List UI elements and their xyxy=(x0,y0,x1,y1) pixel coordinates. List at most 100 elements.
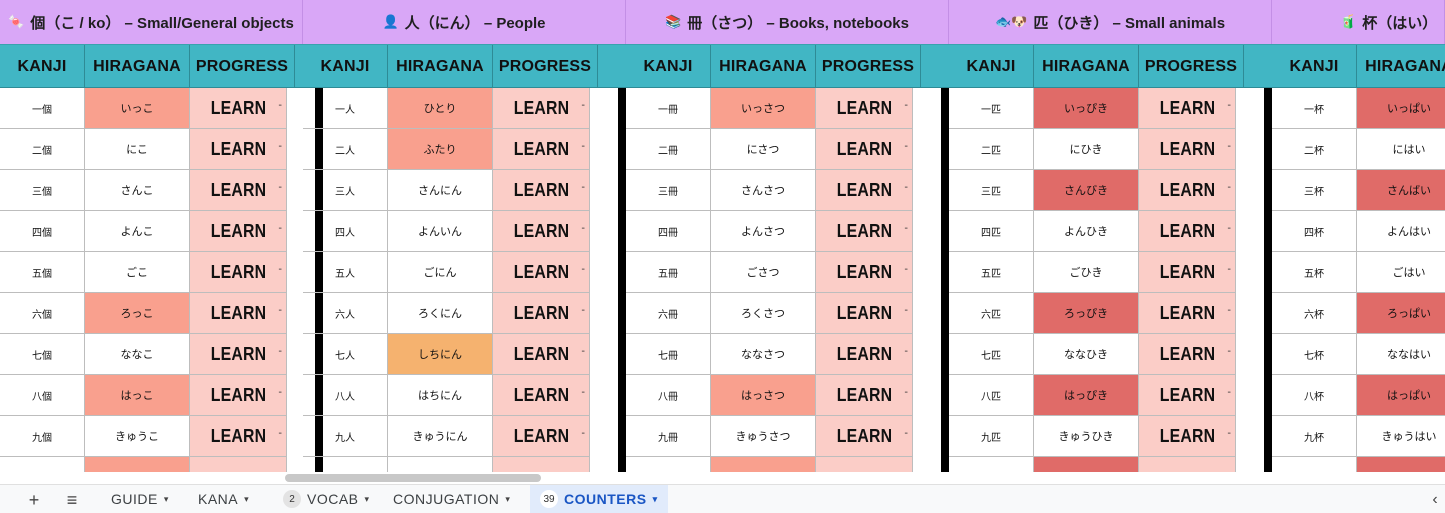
chevron-down-icon[interactable]: ▾ xyxy=(163,493,169,504)
hiragana-cell[interactable]: ごひき xyxy=(1034,252,1139,293)
kanji-cell[interactable]: 二個 xyxy=(0,129,85,170)
kanji-cell[interactable]: 三人 xyxy=(303,170,388,211)
kanji-cell[interactable]: 六冊 xyxy=(626,293,711,334)
hiragana-cell[interactable]: ななはい xyxy=(1357,334,1445,375)
kanji-cell[interactable]: 一人 xyxy=(303,88,388,129)
column-header-kanji[interactable]: KANJI xyxy=(626,45,711,88)
progress-dropdown[interactable]: LEARN - xyxy=(493,170,590,211)
column-header-kanji[interactable]: KANJI xyxy=(303,45,388,88)
progress-dropdown[interactable]: LEARN - xyxy=(190,293,287,334)
kanji-cell[interactable]: 四冊 xyxy=(626,211,711,252)
hiragana-cell[interactable] xyxy=(85,457,190,472)
hiragana-cell[interactable]: ななこ xyxy=(85,334,190,375)
progress-dropdown[interactable]: LEARN - xyxy=(816,170,913,211)
progress-dropdown[interactable]: LEARN - xyxy=(1139,293,1236,334)
progress-dropdown[interactable]: LEARN - xyxy=(1139,252,1236,293)
progress-dropdown[interactable]: LEARN - xyxy=(493,129,590,170)
kanji-cell[interactable]: 六人 xyxy=(303,293,388,334)
column-header-hiragana[interactable]: HIRAGANA xyxy=(711,45,816,88)
scroll-tabs-left-button[interactable]: ‹ xyxy=(1428,489,1442,511)
progress-dropdown[interactable] xyxy=(190,457,287,472)
kanji-cell[interactable]: 九杯 xyxy=(1272,416,1357,457)
kanji-cell[interactable]: 八人 xyxy=(303,375,388,416)
kanji-cell[interactable]: 一個 xyxy=(0,88,85,129)
chevron-down-icon[interactable]: ▾ xyxy=(505,493,511,504)
hiragana-cell[interactable]: ろくにん xyxy=(388,293,493,334)
hiragana-cell[interactable]: よんいん xyxy=(388,211,493,252)
hiragana-cell[interactable]: さんびき xyxy=(1034,170,1139,211)
kanji-cell[interactable]: 四匹 xyxy=(949,211,1034,252)
hiragana-cell[interactable]: にひき xyxy=(1034,129,1139,170)
chevron-down-icon[interactable]: ▾ xyxy=(244,493,250,504)
progress-dropdown[interactable]: LEARN - xyxy=(493,211,590,252)
hiragana-cell[interactable] xyxy=(388,457,493,472)
hiragana-cell[interactable]: ななさつ xyxy=(711,334,816,375)
kanji-cell[interactable]: 一匹 xyxy=(949,88,1034,129)
kanji-cell[interactable]: 二杯 xyxy=(1272,129,1357,170)
progress-dropdown[interactable] xyxy=(493,457,590,472)
kanji-cell[interactable]: 五杯 xyxy=(1272,252,1357,293)
hiragana-cell[interactable]: きゅうさつ xyxy=(711,416,816,457)
hiragana-cell[interactable]: はっこ xyxy=(85,375,190,416)
progress-dropdown[interactable]: LEARN - xyxy=(493,252,590,293)
tab-kana[interactable]: KANA ▾ xyxy=(188,485,259,513)
progress-dropdown[interactable]: LEARN - xyxy=(816,375,913,416)
kanji-cell[interactable]: 八個 xyxy=(0,375,85,416)
column-header-hiragana[interactable]: HIRAGANA xyxy=(1034,45,1139,88)
kanji-cell[interactable]: 六匹 xyxy=(949,293,1034,334)
kanji-cell[interactable]: 六杯 xyxy=(1272,293,1357,334)
kanji-cell[interactable]: 三冊 xyxy=(626,170,711,211)
hiragana-cell[interactable]: いっさつ xyxy=(711,88,816,129)
chevron-down-icon[interactable]: ▾ xyxy=(364,493,370,504)
column-header-progress[interactable]: PROGRESS xyxy=(190,45,295,88)
progress-dropdown[interactable]: LEARN - xyxy=(816,334,913,375)
progress-dropdown[interactable]: LEARN - xyxy=(1139,375,1236,416)
progress-dropdown[interactable]: LEARN - xyxy=(190,334,287,375)
column-header-kanji[interactable]: KANJI xyxy=(1272,45,1357,88)
progress-dropdown[interactable]: LEARN - xyxy=(1139,416,1236,457)
kanji-cell[interactable]: 二匹 xyxy=(949,129,1034,170)
hiragana-cell[interactable]: いっこ xyxy=(85,88,190,129)
kanji-cell[interactable]: 二人 xyxy=(303,129,388,170)
kanji-cell[interactable]: 二冊 xyxy=(626,129,711,170)
tab-counters[interactable]: 39 COUNTERS ▾ xyxy=(530,485,668,513)
progress-dropdown[interactable]: LEARN - xyxy=(493,416,590,457)
progress-dropdown[interactable]: LEARN - xyxy=(1139,211,1236,252)
progress-dropdown[interactable]: LEARN - xyxy=(816,211,913,252)
hiragana-cell[interactable]: はっぱい xyxy=(1357,375,1445,416)
progress-dropdown[interactable]: LEARN - xyxy=(493,293,590,334)
kanji-cell[interactable] xyxy=(626,457,711,472)
kanji-cell[interactable]: 三匹 xyxy=(949,170,1034,211)
kanji-cell[interactable]: 八冊 xyxy=(626,375,711,416)
hiragana-cell[interactable]: いっぱい xyxy=(1357,88,1445,129)
progress-dropdown[interactable]: LEARN - xyxy=(493,375,590,416)
progress-dropdown[interactable]: LEARN - xyxy=(190,416,287,457)
add-sheet-button[interactable]: + xyxy=(22,489,46,511)
hiragana-cell[interactable]: よんこ xyxy=(85,211,190,252)
hiragana-cell[interactable]: さんこ xyxy=(85,170,190,211)
progress-dropdown[interactable]: LEARN - xyxy=(816,416,913,457)
kanji-cell[interactable]: 九個 xyxy=(0,416,85,457)
column-header-kanji[interactable]: KANJI xyxy=(0,45,85,88)
hiragana-cell[interactable]: よんひき xyxy=(1034,211,1139,252)
hiragana-cell[interactable]: いっぴき xyxy=(1034,88,1139,129)
kanji-cell[interactable]: 七匹 xyxy=(949,334,1034,375)
tab-vocab[interactable]: 2 VOCAB ▾ xyxy=(273,485,380,513)
tab-guide[interactable]: GUIDE ▾ xyxy=(101,485,179,513)
kanji-cell[interactable]: 三個 xyxy=(0,170,85,211)
kanji-cell[interactable]: 八杯 xyxy=(1272,375,1357,416)
column-header-hiragana[interactable]: HIRAGANA xyxy=(1357,45,1445,88)
kanji-cell[interactable]: 七個 xyxy=(0,334,85,375)
hiragana-cell[interactable]: ごはい xyxy=(1357,252,1445,293)
progress-dropdown[interactable]: LEARN - xyxy=(1139,170,1236,211)
kanji-cell[interactable]: 七人 xyxy=(303,334,388,375)
hiragana-cell[interactable]: ごこ xyxy=(85,252,190,293)
progress-dropdown[interactable]: LEARN - xyxy=(1139,88,1236,129)
hiragana-cell[interactable]: にさつ xyxy=(711,129,816,170)
hiragana-cell[interactable] xyxy=(1034,457,1139,472)
progress-dropdown[interactable]: LEARN - xyxy=(493,88,590,129)
kanji-cell[interactable]: 一杯 xyxy=(1272,88,1357,129)
kanji-cell[interactable]: 六個 xyxy=(0,293,85,334)
kanji-cell[interactable]: 四個 xyxy=(0,211,85,252)
kanji-cell[interactable] xyxy=(1272,457,1357,472)
